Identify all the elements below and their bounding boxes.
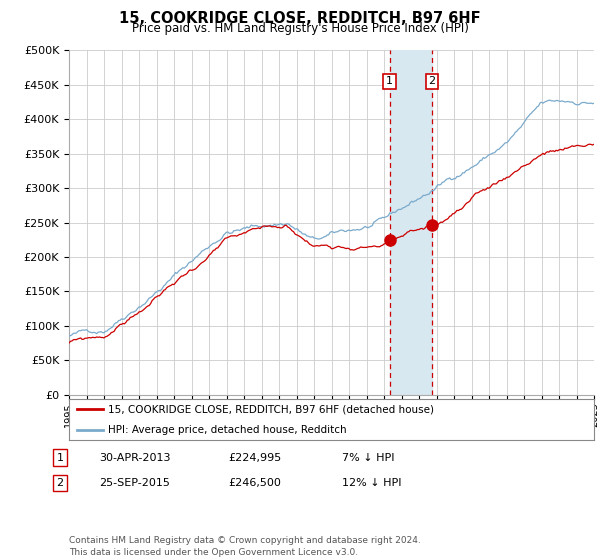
Text: HPI: Average price, detached house, Redditch: HPI: Average price, detached house, Redd… [109, 424, 347, 435]
Text: 1: 1 [56, 452, 64, 463]
Text: 15, COOKRIDGE CLOSE, REDDITCH, B97 6HF: 15, COOKRIDGE CLOSE, REDDITCH, B97 6HF [119, 11, 481, 26]
Text: 30-APR-2013: 30-APR-2013 [99, 452, 170, 463]
Bar [390, 50, 432, 395]
Text: £224,995: £224,995 [228, 452, 281, 463]
Text: 2: 2 [56, 478, 64, 488]
Text: 2: 2 [428, 76, 436, 86]
Text: Contains HM Land Registry data © Crown copyright and database right 2024.
This d: Contains HM Land Registry data © Crown c… [69, 536, 421, 557]
Text: 25-SEP-2015: 25-SEP-2015 [99, 478, 170, 488]
Text: 12% ↓ HPI: 12% ↓ HPI [342, 478, 401, 488]
Text: Price paid vs. HM Land Registry's House Price Index (HPI): Price paid vs. HM Land Registry's House … [131, 22, 469, 35]
Text: 15, COOKRIDGE CLOSE, REDDITCH, B97 6HF (detached house): 15, COOKRIDGE CLOSE, REDDITCH, B97 6HF (… [109, 404, 434, 414]
Text: 1: 1 [386, 76, 393, 86]
Text: £246,500: £246,500 [228, 478, 281, 488]
Text: 7% ↓ HPI: 7% ↓ HPI [342, 452, 395, 463]
